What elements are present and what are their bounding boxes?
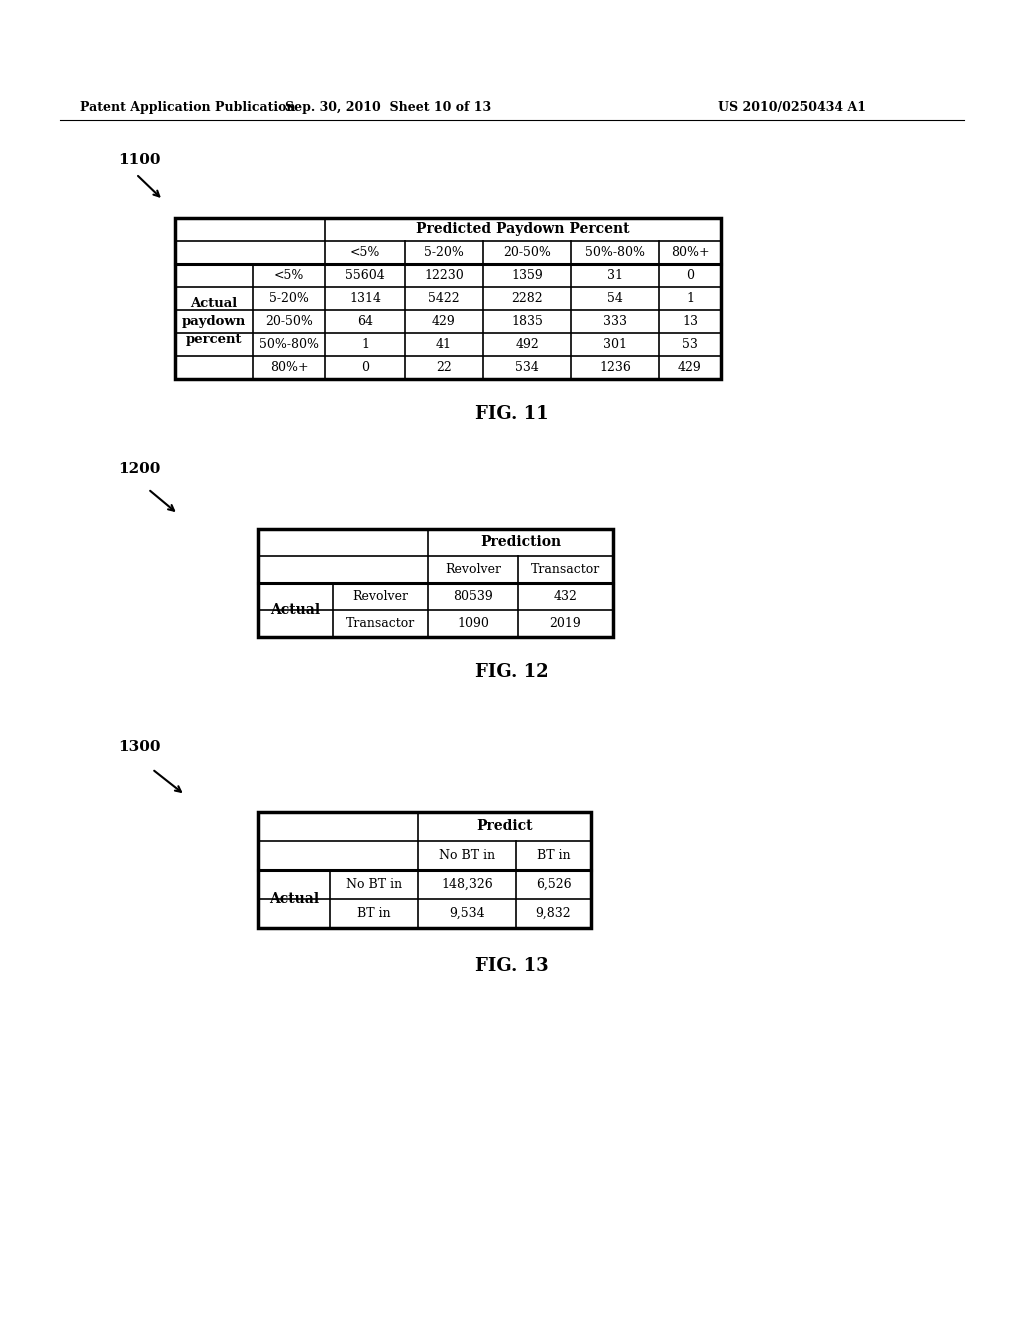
Text: 50%-80%: 50%-80% [585,246,645,259]
Text: Actual: Actual [269,892,319,906]
Text: 432: 432 [554,590,578,603]
Text: 9,534: 9,534 [450,907,484,920]
Text: Transactor: Transactor [530,564,600,576]
Text: 1835: 1835 [511,315,543,327]
Text: BT in: BT in [357,907,391,920]
Text: 50%-80%: 50%-80% [259,338,319,351]
Text: No BT in: No BT in [439,849,495,862]
Text: 80%+: 80%+ [671,246,710,259]
Text: 1359: 1359 [511,269,543,282]
Bar [258,812,591,928]
Text: 1300: 1300 [118,741,161,754]
Text: 5422: 5422 [428,292,460,305]
Text: Actual: Actual [270,603,321,616]
Text: 1236: 1236 [599,360,631,374]
Text: Actual
paydown
percent: Actual paydown percent [182,297,246,346]
Text: 429: 429 [678,360,701,374]
Text: 12230: 12230 [424,269,464,282]
Text: 1314: 1314 [349,292,381,305]
Text: FIG. 13: FIG. 13 [475,957,549,975]
Text: <5%: <5% [273,269,304,282]
Text: 492: 492 [515,338,539,351]
Bar [258,529,613,638]
Text: 20-50%: 20-50% [265,315,313,327]
Text: 0: 0 [686,269,694,282]
Text: 2019: 2019 [550,616,582,630]
Text: Revolver: Revolver [352,590,409,603]
Text: No BT in: No BT in [346,878,402,891]
Text: 333: 333 [603,315,627,327]
Text: US 2010/0250434 A1: US 2010/0250434 A1 [718,102,866,115]
Text: 148,326: 148,326 [441,878,493,891]
Text: Predicted Paydown Percent: Predicted Paydown Percent [416,223,630,236]
Text: 1200: 1200 [118,462,161,477]
Text: 2282: 2282 [511,292,543,305]
Text: 80539: 80539 [454,590,493,603]
Text: 20-50%: 20-50% [503,246,551,259]
Text: 22: 22 [436,360,452,374]
Text: 0: 0 [361,360,369,374]
Text: Patent Application Publication: Patent Application Publication [80,102,296,115]
Text: FIG. 12: FIG. 12 [475,663,549,681]
Text: 6,526: 6,526 [536,878,571,891]
Text: 31: 31 [607,269,623,282]
Text: Transactor: Transactor [346,616,415,630]
Text: 9,832: 9,832 [536,907,571,920]
Text: 41: 41 [436,338,452,351]
Text: Sep. 30, 2010  Sheet 10 of 13: Sep. 30, 2010 Sheet 10 of 13 [285,102,492,115]
Text: 429: 429 [432,315,456,327]
Text: Predict: Predict [476,820,532,833]
Text: 54: 54 [607,292,623,305]
Text: Revolver: Revolver [445,564,501,576]
Text: 55604: 55604 [345,269,385,282]
Text: 80%+: 80%+ [269,360,308,374]
Text: 5-20%: 5-20% [424,246,464,259]
Text: 1100: 1100 [118,153,161,168]
Text: 301: 301 [603,338,627,351]
Text: 5-20%: 5-20% [269,292,309,305]
Text: <5%: <5% [350,246,380,259]
Text: 1090: 1090 [457,616,488,630]
Text: 1: 1 [361,338,369,351]
Text: 534: 534 [515,360,539,374]
Bar [175,218,721,379]
Text: BT in: BT in [537,849,570,862]
Text: 53: 53 [682,338,698,351]
Text: FIG. 11: FIG. 11 [475,405,549,422]
Text: 13: 13 [682,315,698,327]
Text: 1: 1 [686,292,694,305]
Text: 64: 64 [357,315,373,327]
Text: Prediction: Prediction [480,536,561,549]
